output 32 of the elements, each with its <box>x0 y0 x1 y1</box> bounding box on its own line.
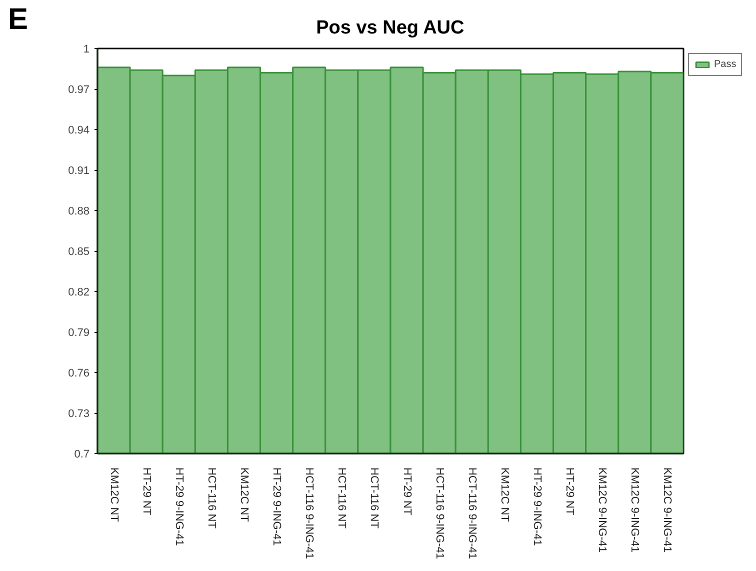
y-tick-label: 0.7 <box>74 448 90 460</box>
y-tick-label: 0.76 <box>68 368 90 380</box>
x-tick-label: KM12C NT <box>108 468 120 522</box>
chart-title: Pos vs Neg AUC <box>316 18 465 38</box>
x-tick-label: KM12C 9-ING-41 <box>661 468 674 552</box>
y-tick-label: 0.85 <box>68 246 90 258</box>
x-tick-label: HCT-116 NT <box>368 468 380 529</box>
y-tick-label: 0.97 <box>68 84 90 96</box>
x-tick-label: HCT-116 9-ING-41 <box>303 468 316 559</box>
x-tick-label: HT-29 9-ING-41 <box>531 468 543 546</box>
y-tick-label: 0.94 <box>68 124 90 136</box>
legend-label: Pass <box>714 59 736 70</box>
x-tick-label: HT-29 NT <box>564 468 576 516</box>
x-tick-label: HT-29 9-ING-41 <box>270 468 283 546</box>
x-tick-label: KM12C 9-ING-41 <box>628 468 641 552</box>
x-tick-label: KM12C 9-ING-41 <box>596 468 608 552</box>
x-tick-label: HCT-116 NT <box>205 468 218 529</box>
text: E <box>8 3 28 36</box>
x-tick-label: HT-29 NT <box>140 468 152 516</box>
y-tick-label: 0.88 <box>68 206 90 218</box>
x-tick-label: KM12C NT <box>498 468 510 522</box>
y-tick-label: 0.91 <box>68 165 90 177</box>
y-tick-label: 1 <box>83 44 90 56</box>
y-tick-label: 0.79 <box>68 327 90 339</box>
x-tick-label: HCT-116 9-ING-41 <box>433 468 446 559</box>
x-tick-label: HCT-116 9-ING-41 <box>466 468 478 559</box>
y-tick-label: 0.73 <box>68 408 90 420</box>
x-tick-label: KM12C NT <box>238 468 250 522</box>
x-tick-label: HT-29 NT <box>400 468 413 516</box>
x-tick-label: HCT-116 NT <box>336 468 348 529</box>
y-tick-label: 0.82 <box>68 286 90 298</box>
x-tick-label: HT-29 9-ING-41 <box>172 468 185 546</box>
